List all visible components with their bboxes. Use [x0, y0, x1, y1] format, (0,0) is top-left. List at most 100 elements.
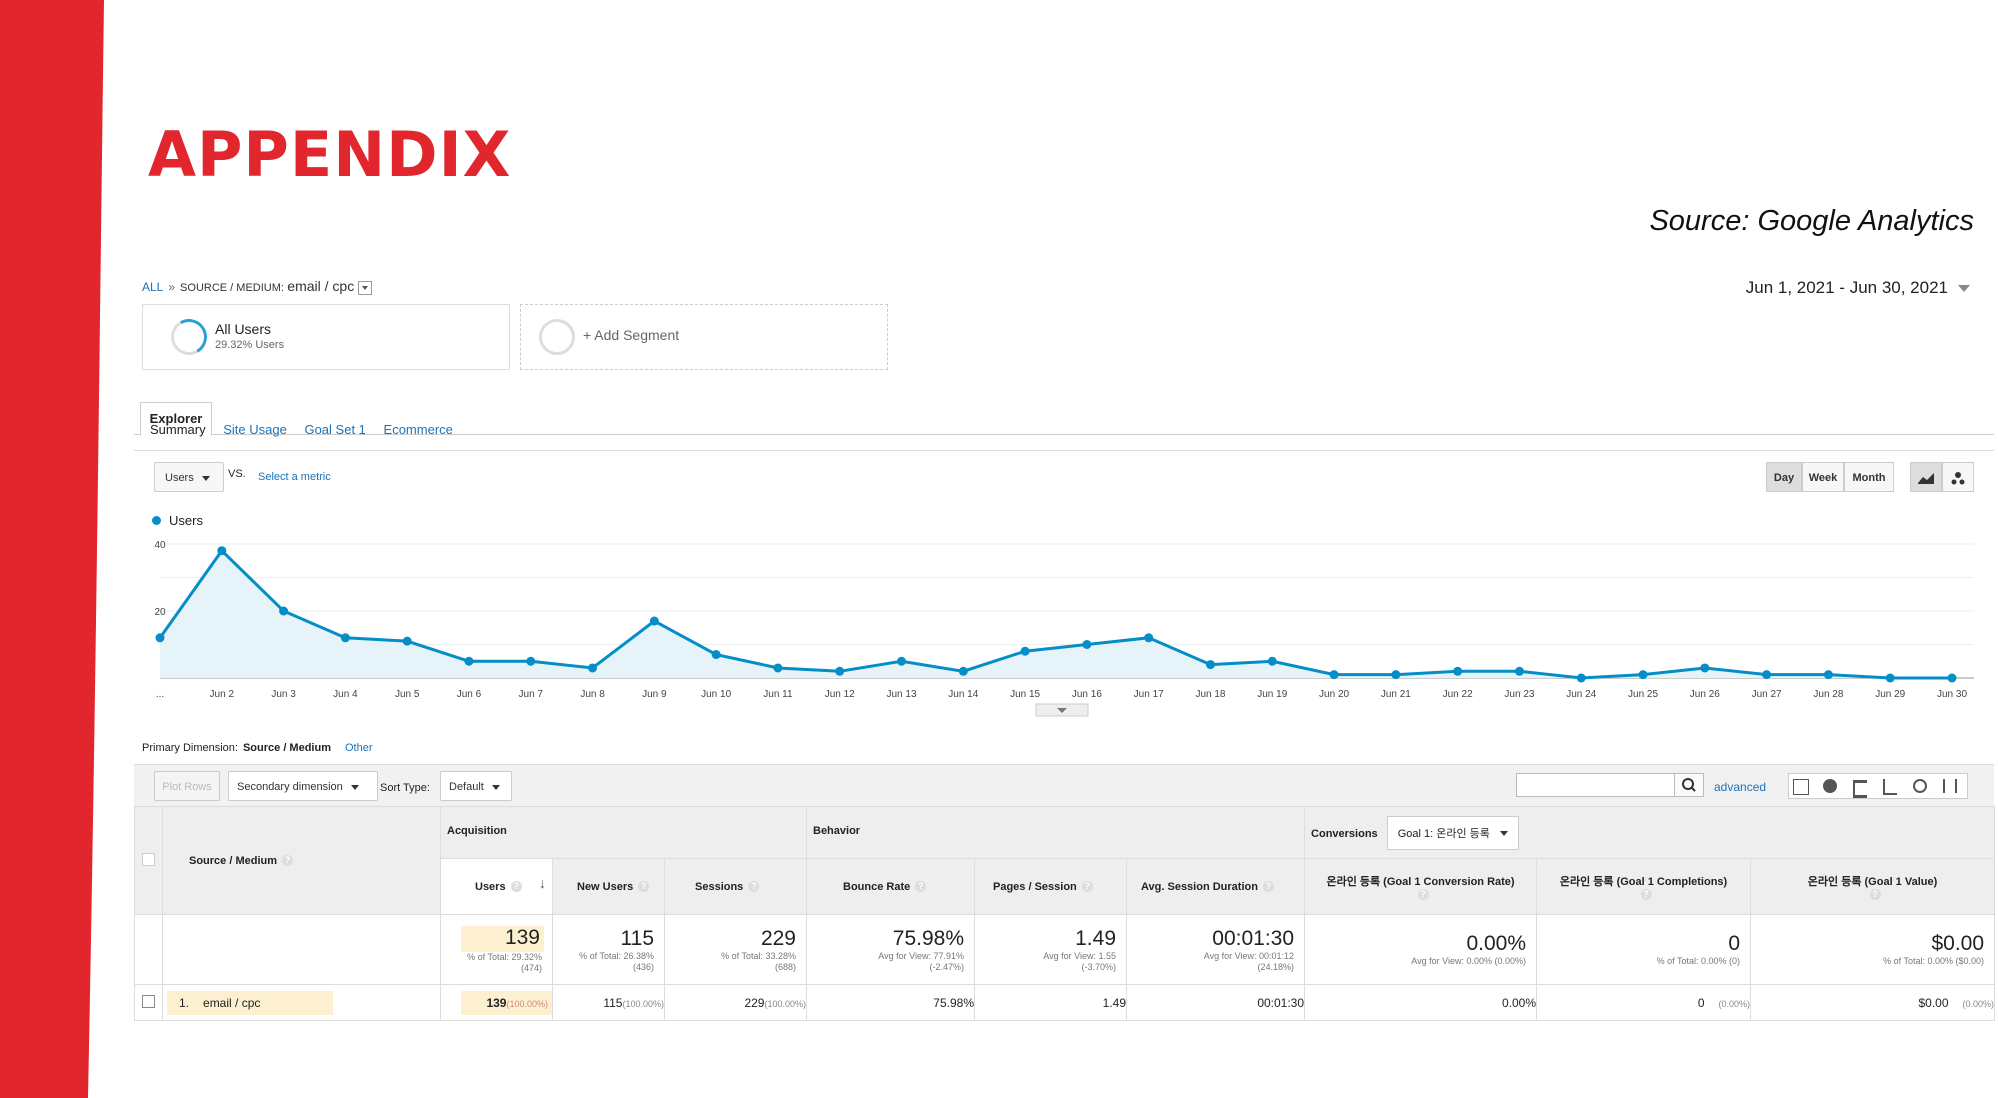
x-tick-label: Jun 23 [1504, 689, 1534, 700]
table-row[interactable]: 1. email / cpc 139(100.00%) 115(100.00%) … [134, 984, 1996, 1021]
data-point[interactable] [1700, 663, 1710, 673]
x-tick-label: Jun 15 [1010, 689, 1040, 700]
data-point[interactable] [835, 666, 845, 676]
total-users-value: 139 [504, 925, 540, 949]
pivot-view-icon[interactable] [1943, 779, 1957, 793]
total-avg-duration-value: 00:01:30 [1212, 926, 1295, 950]
row-sessions-value: 229 [744, 995, 765, 1010]
x-tick-label: Jun 6 [457, 689, 482, 700]
source-caption: Source: Google Analytics [1649, 205, 1974, 237]
data-point[interactable] [155, 633, 165, 643]
total-pages-session-value: 1.49 [1075, 926, 1116, 950]
advanced-filter-link[interactable]: advanced [1714, 780, 1767, 794]
data-point[interactable] [340, 633, 350, 643]
select-metric-link[interactable]: Select a metric [258, 471, 331, 483]
search-icon[interactable] [1674, 773, 1704, 797]
data-point[interactable] [1514, 666, 1524, 676]
data-point[interactable] [279, 606, 289, 616]
dimension-header-label: Source / Medium [189, 854, 278, 867]
column-bounce-rate[interactable]: Bounce Rate? [806, 858, 975, 915]
line-chart-icon[interactable] [1910, 462, 1942, 492]
table-toolbar: Plot Rows Secondary dimension Sort Type:… [134, 764, 1994, 807]
column-goal1-rate[interactable]: 온라인 등록 (Goal 1 Conversion Rate)? [1304, 858, 1538, 915]
subtab-ecommerce[interactable]: Ecommerce [383, 422, 453, 437]
add-segment-button[interactable]: + Add Segment [520, 304, 888, 370]
column-users[interactable]: Users? ↓ [440, 858, 553, 915]
motion-chart-icon[interactable] [1942, 462, 1974, 492]
column-new-users[interactable]: New Users? [552, 858, 665, 915]
metric-dropdown[interactable]: Users [154, 462, 224, 492]
subtab-site-usage[interactable]: Site Usage [223, 422, 287, 437]
other-dimension-link[interactable]: Other [345, 742, 373, 754]
data-point[interactable] [1453, 666, 1463, 676]
data-point[interactable] [1823, 670, 1833, 680]
plot-rows-button[interactable]: Plot Rows [154, 771, 220, 801]
column-avg-duration-label: Avg. Session Duration [1141, 880, 1258, 893]
week-button[interactable]: Week [1802, 462, 1844, 492]
day-button[interactable]: Day [1766, 462, 1802, 492]
data-point[interactable] [1885, 673, 1895, 683]
total-users: 139 % of Total: 29.32% (474) [440, 914, 553, 985]
total-goal1-completions-sub1: % of Total: 0.00% (0) [1656, 956, 1741, 966]
breadcrumb-all-link[interactable]: ALL [142, 280, 164, 294]
pie-view-icon[interactable] [1823, 779, 1837, 793]
date-range-picker[interactable]: Jun 1, 2021 - Jun 30, 2021 [1746, 278, 1970, 298]
table-view-icon[interactable] [1793, 779, 1809, 795]
comparison-view-icon[interactable] [1883, 779, 1897, 795]
row-dimension-link[interactable]: email / cpc [203, 995, 261, 1010]
data-point[interactable] [217, 546, 227, 556]
data-point[interactable] [1391, 670, 1401, 680]
performance-view-icon[interactable] [1853, 780, 1867, 798]
data-point[interactable] [1576, 673, 1586, 683]
data-point[interactable] [1144, 633, 1154, 643]
data-point[interactable] [897, 656, 907, 666]
term-cloud-icon[interactable] [1913, 779, 1927, 793]
data-point[interactable] [1762, 670, 1772, 680]
data-point[interactable] [464, 656, 474, 666]
data-point[interactable] [1638, 670, 1648, 680]
segment-all-users[interactable]: All Users 29.32% Users [142, 304, 510, 370]
legend-label: Users [169, 513, 203, 528]
row-checkbox[interactable] [142, 994, 155, 1008]
secondary-dimension-dropdown[interactable]: Secondary dimension [228, 771, 378, 801]
empty-segment-ring-icon [539, 319, 575, 355]
data-point[interactable] [773, 663, 783, 673]
table-search-input[interactable] [1516, 773, 1676, 797]
data-point[interactable] [958, 666, 968, 676]
users-area-fill [160, 550, 1952, 678]
goal-selector-dropdown[interactable]: Goal 1: 온라인 등록 [1386, 815, 1519, 850]
column-sessions[interactable]: Sessions? [664, 858, 807, 915]
month-button[interactable]: Month [1844, 462, 1894, 492]
data-point[interactable] [402, 636, 412, 646]
data-point[interactable] [526, 656, 536, 666]
x-tick-label: Jun 12 [825, 689, 855, 700]
x-tick-label: Jun 19 [1257, 689, 1287, 700]
y-tick-label: 20 [154, 607, 166, 618]
subtab-summary[interactable]: Summary [150, 422, 206, 437]
total-goal1-rate-sub1: Avg for View: 0.00% (0.00%) [1411, 956, 1527, 966]
column-pages-session[interactable]: Pages / Session? [974, 858, 1127, 915]
data-point[interactable] [649, 616, 659, 626]
subtab-goal-set-1[interactable]: Goal Set 1 [304, 422, 366, 437]
tab-explorer[interactable]: Explorer [140, 402, 212, 436]
users-series-line [158, 548, 1952, 680]
data-point[interactable] [1947, 673, 1957, 683]
data-point[interactable] [1267, 656, 1277, 666]
select-all-checkbox[interactable] [142, 852, 155, 866]
metric-dropdown-label: Users [165, 472, 194, 484]
data-point[interactable] [1082, 640, 1092, 649]
data-point[interactable] [1020, 646, 1030, 656]
dimension-header[interactable]: Source / Medium? [162, 806, 441, 915]
total-goal1-rate: 0.00% Avg for View: 0.00% (0.00%) [1304, 914, 1538, 985]
sort-type-dropdown[interactable]: Default [440, 771, 512, 801]
row-goal1-value: $0.00 (0.00%) [1750, 984, 1996, 1021]
column-goal1-value[interactable]: 온라인 등록 (Goal 1 Value)? [1750, 858, 1996, 915]
column-avg-duration[interactable]: Avg. Session Duration? [1125, 858, 1306, 915]
data-point[interactable] [711, 650, 721, 660]
data-point[interactable] [588, 663, 598, 673]
x-tick-label: Jun 4 [333, 689, 358, 700]
data-point[interactable] [1205, 660, 1215, 670]
data-point[interactable] [1329, 670, 1339, 680]
column-goal1-completions[interactable]: 온라인 등록 (Goal 1 Completions)? [1536, 858, 1752, 915]
breadcrumb-dropdown-icon[interactable] [358, 280, 373, 295]
